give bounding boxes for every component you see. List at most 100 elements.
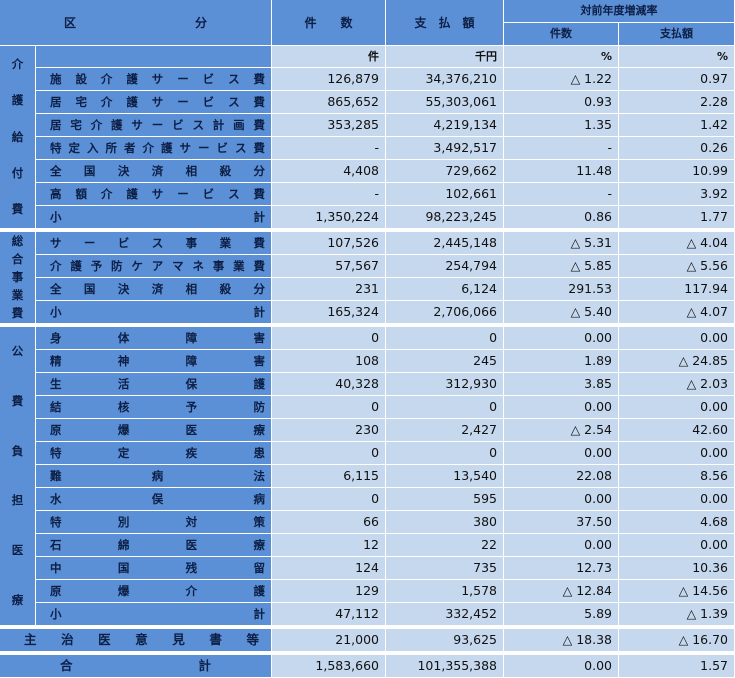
section-char: 医 [11, 542, 24, 557]
cell-shiharai: 735 [386, 557, 505, 580]
row-label: 結核予防 [36, 396, 273, 419]
cell-rate-shiharai: 2.28 [619, 91, 735, 114]
row-label: 難病法 [36, 465, 273, 488]
row-label: 生活保護 [36, 373, 273, 396]
cell-shiharai: 4,219,134 [386, 114, 505, 137]
unit-label-blank [36, 46, 273, 68]
row-label: 特定入所者介護サービス費 [36, 137, 273, 160]
cell-rate-kensu: △ 18.38 [504, 629, 620, 652]
cell-rate-kensu: 0.00 [504, 396, 620, 419]
row-label: 精神障害 [36, 350, 273, 373]
unit-rate-kensu: % [504, 46, 620, 68]
total-row: 合 計 1,583,660 101,355,388 0.00 1.57 [0, 655, 735, 678]
table-row: 小 計 47,112 332,452 5.89 △ 1.39 [0, 603, 735, 626]
table-row: 生活保護 40,328 312,930 3.85 △ 2.03 [0, 373, 735, 396]
cell-rate-kensu: 22.08 [504, 465, 620, 488]
cell-rate-shiharai: △ 4.04 [619, 232, 735, 255]
cell-kensu: - [272, 137, 387, 160]
row-label: 石綿医療 [36, 534, 273, 557]
cell-shiharai: 2,445,148 [386, 232, 505, 255]
cell-rate-kensu: 0.93 [504, 91, 620, 114]
cell-kensu: - [272, 183, 387, 206]
table-row: 総合事業費サービス事業費 107,526 2,445,148 △ 5.31 △ 4.04 [0, 232, 735, 324]
cell-rate-shiharai: △ 4.07 [619, 301, 735, 324]
row-label: 原爆医療 [36, 419, 273, 442]
row-label: 水俣病 [36, 488, 273, 511]
row-label: 中国残留 [36, 557, 273, 580]
unit-row: 介護給付費 件千円%% [0, 46, 735, 229]
row-label: 身体障害 [36, 327, 273, 350]
cell-shiharai: 55,303,061 [386, 91, 505, 114]
section-char: 費 [11, 394, 24, 409]
table-row: 精神障害 108 245 1.89 △ 24.85 [0, 350, 735, 373]
cell-kensu: 57,567 [272, 255, 387, 278]
cell-shiharai: 0 [386, 396, 505, 419]
cell-rate-kensu: △ 1.22 [504, 68, 620, 91]
cell-rate-shiharai: △ 2.03 [619, 373, 735, 396]
section-label: 総合事業費 [0, 232, 36, 324]
shujii-row: 主治医意見書等 21,000 93,625 △ 18.38 △ 16.70 [0, 629, 735, 652]
cell-shiharai: 332,452 [386, 603, 505, 626]
cell-kensu: 108 [272, 350, 387, 373]
cell-shiharai: 245 [386, 350, 505, 373]
cell-rate-kensu: 291.53 [504, 278, 620, 301]
cell-shiharai: 254,794 [386, 255, 505, 278]
cell-rate-kensu: 11.48 [504, 160, 620, 183]
cell-shiharai: 380 [386, 511, 505, 534]
cell-kensu: 0 [272, 488, 387, 511]
header-rate-kensu: 件数 [504, 23, 620, 46]
cell-kensu: 231 [272, 278, 387, 301]
cell-kensu: 0 [272, 327, 387, 350]
section-label: 公費負担医療 [0, 327, 36, 626]
section-char: 総 [11, 233, 24, 248]
cell-rate-kensu: - [504, 137, 620, 160]
table-row: 高額介護サービス費 -102,661-3.92 [0, 183, 735, 206]
section-label: 介護給付費 [0, 46, 36, 229]
cell-rate-kensu: △ 5.40 [504, 301, 620, 324]
table-row: 水俣病 0 595 0.00 0.00 [0, 488, 735, 511]
table-row: 中国残留 124 735 12.73 10.36 [0, 557, 735, 580]
cell-rate-shiharai: 0.00 [619, 442, 735, 465]
cell-rate-kensu: 3.85 [504, 373, 620, 396]
cell-kensu: 1,350,224 [272, 206, 387, 229]
cell-rate-kensu: 1.89 [504, 350, 620, 373]
cell-rate-shiharai: 42.60 [619, 419, 735, 442]
cell-rate-kensu: △ 2.54 [504, 419, 620, 442]
cell-rate-shiharai: 8.56 [619, 465, 735, 488]
table-row: 介護予防ケアマネ事業費 57,567 254,794 △ 5.85 △ 5.56 [0, 255, 735, 278]
cell-shiharai: 98,223,245 [386, 206, 505, 229]
cell-kensu: 0 [272, 396, 387, 419]
cell-rate-shiharai: 10.99 [619, 160, 735, 183]
cell-shiharai: 0 [386, 442, 505, 465]
section-char: 公 [11, 344, 24, 359]
cell-shiharai: 6,124 [386, 278, 505, 301]
section-label-chars: 介護給付費 [4, 46, 31, 228]
header-rate-group: 対前年度増減率 [504, 0, 735, 23]
section-gap [0, 229, 735, 232]
cell-rate-shiharai: 10.36 [619, 557, 735, 580]
cell-shiharai: 3,492,517 [386, 137, 505, 160]
cell-kensu: 21,000 [272, 629, 387, 652]
table-row: 居宅介護サービス費 865,652 55,303,061 0.93 2.28 [0, 91, 735, 114]
table-row: 結核予防 0 0 0.00 0.00 [0, 396, 735, 419]
cell-shiharai: 2,706,066 [386, 301, 505, 324]
table-row: 全国決済相殺分 231 6,124 291.53 117.94 [0, 278, 735, 301]
cell-kensu: 129 [272, 580, 387, 603]
row-label: 特定疾患 [36, 442, 273, 465]
table-row: 公費負担医療身体障害 0 0 0.00 0.00 [0, 327, 735, 626]
header-kensu: 件 数 [272, 0, 387, 46]
cell-kensu: 865,652 [272, 91, 387, 114]
section-char: 事 [11, 270, 24, 284]
cell-shiharai: 102,661 [386, 183, 505, 206]
table-row: 特定疾患 0 0 0.00 0.00 [0, 442, 735, 465]
section-char: 介 [11, 56, 24, 71]
cell-kensu: 230 [272, 419, 387, 442]
cell-rate-kensu: 0.00 [504, 534, 620, 557]
cell-rate-kensu: 0.00 [504, 442, 620, 465]
cell-shiharai: 0 [386, 327, 505, 350]
row-label: 小 計 [36, 301, 273, 324]
header-rate-shiharai: 支払額 [619, 23, 735, 46]
section-gap [0, 324, 735, 327]
section-char: 護 [11, 93, 24, 108]
cell-shiharai: 34,376,210 [386, 68, 505, 91]
